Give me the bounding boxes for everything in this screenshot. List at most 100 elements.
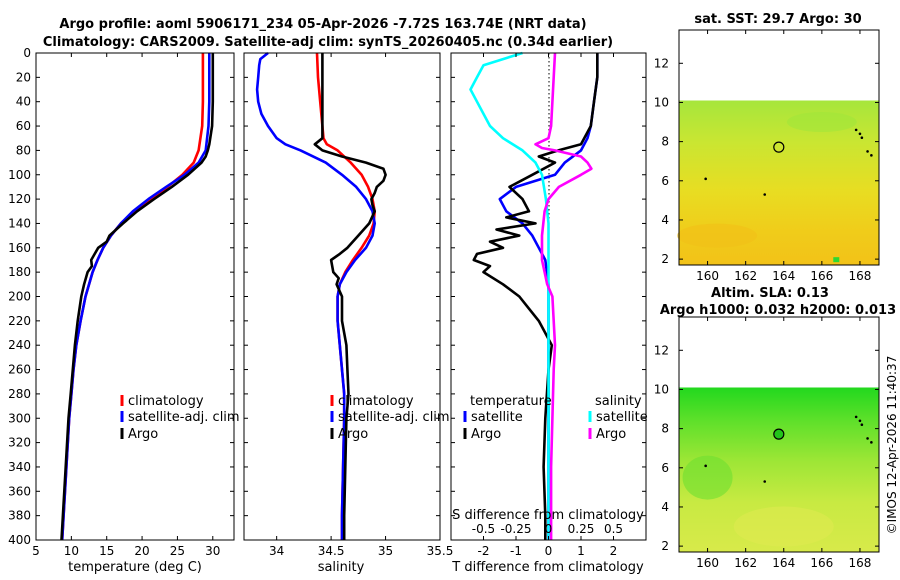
difference-lines	[469, 51, 599, 540]
coast-dot	[866, 437, 869, 440]
x-tick-label: 35	[378, 544, 393, 558]
y-tick-label: 340	[8, 460, 31, 474]
legend-label-satellite-adj: satellite-adj. clim	[338, 410, 450, 425]
x-tick-label: 35.5	[427, 544, 454, 558]
s-tick-label: 0.25	[568, 522, 595, 536]
x-tick-label: 160	[696, 269, 719, 283]
legend-label-t-satellite: satellite	[471, 410, 523, 425]
salinity-legend: climatology satellite-adj. clim Argo	[330, 394, 450, 442]
y-tick-label: 20	[16, 70, 31, 84]
y-tick-label: 360	[8, 484, 31, 498]
coast-dot	[854, 128, 858, 132]
x-tick-label: 34.5	[318, 544, 345, 558]
legend-label-t-argo: Argo	[471, 427, 501, 442]
series-argo	[313, 53, 387, 540]
y-tick-label: 380	[8, 509, 31, 523]
sla-map-title: Altim. SLA: 0.13	[711, 286, 829, 301]
y-tick-label: 320	[8, 436, 31, 450]
y-tick-label: 400	[8, 533, 31, 547]
x-tick-label: 162	[734, 269, 757, 283]
difference-panel: -2 -1 0 1 2 -0.5 -0.25 0 0.25 0.5 T difference fr…	[450, 51, 648, 575]
island-pixel	[833, 257, 840, 263]
y-tick-label: 200	[8, 290, 31, 304]
y-tick-label: 300	[8, 411, 31, 425]
imos-credit: ©IMOS 12-Apr-2026 11:40:37	[885, 356, 899, 535]
legend-label-argo: Argo	[128, 427, 158, 442]
temperature-xlabel: temperature (deg C)	[68, 560, 202, 575]
s-tick-label: 0	[545, 522, 553, 536]
series-salinity-satellite	[469, 51, 550, 540]
sst-map-title: sat. SST: 29.7 Argo: 30	[694, 12, 861, 27]
coast-dot	[763, 480, 767, 483]
legend-label-climatology: climatology	[338, 394, 414, 409]
x-tick-label: 0	[545, 544, 553, 558]
coast-dot	[870, 441, 873, 444]
salinity-difference-legend: salinity satellite Argo	[588, 394, 648, 442]
sla-patch	[682, 455, 733, 500]
y-tick-label: 12	[654, 343, 669, 357]
salinity-xlabel: salinity	[318, 560, 365, 575]
sla-low-patch	[733, 506, 834, 547]
y-tick-label: 80	[16, 143, 31, 157]
x-tick-label: 166	[810, 556, 833, 570]
x-tick-label: 1	[577, 544, 585, 558]
coast-dot	[860, 136, 864, 140]
y-tick-label: 2	[661, 539, 669, 553]
y-tick-label: 260	[8, 363, 31, 377]
coast-dot	[870, 154, 873, 157]
coast-dot	[866, 150, 869, 153]
y-tick-label: 120	[8, 192, 31, 206]
legend-label-satellite-adj: satellite-adj. clim	[128, 410, 240, 425]
argo-position-marker	[773, 141, 785, 153]
legend-label-argo: Argo	[338, 427, 368, 442]
coast-dot	[858, 419, 862, 423]
series-salinity-argo	[534, 52, 593, 540]
x-tick-label: 166	[810, 269, 833, 283]
legend-title-salinity: salinity	[595, 394, 642, 409]
x-tick-label: -2	[478, 544, 490, 558]
x-tick-label: 30	[205, 544, 220, 558]
x-tick-label: 10	[64, 544, 79, 558]
salinity-lines	[255, 51, 387, 540]
y-tick-label: 12	[654, 56, 669, 70]
x-tick-label: 34	[269, 544, 284, 558]
temperature-panel: 0 20 40 60 80 100 120 140 160 180 200 220 240 260 280 3…	[8, 46, 240, 575]
s-tick-label: -0.5	[472, 522, 495, 536]
x-tick-label: 5	[32, 544, 40, 558]
coast-dot	[704, 464, 707, 468]
coast-dot	[854, 415, 858, 419]
legend-label-climatology: climatology	[128, 394, 204, 409]
x-tick-label: 168	[848, 269, 871, 283]
y-tick-label: 220	[8, 314, 31, 328]
y-tick-label: 280	[8, 387, 31, 401]
y-tick-label: 60	[16, 119, 31, 133]
y-tick-label: 8	[661, 135, 669, 149]
sst-map-panel: sat. SST: 29.7 Argo: 30 2 4 6 8 10 12 160 162 16…	[654, 12, 880, 283]
cool-patch	[786, 112, 857, 133]
x-tick-label: 25	[170, 544, 185, 558]
x-tick-label: 164	[772, 269, 795, 283]
y-tick-label: 160	[8, 241, 31, 255]
coast-dot	[860, 423, 864, 427]
y-tick-label: 140	[8, 216, 31, 230]
y-tick-label: 10	[654, 382, 669, 396]
s-tick-label: -0.25	[500, 522, 531, 536]
y-tick-label: 6	[661, 174, 669, 188]
difference-xlabel: T difference from climatology	[451, 560, 644, 575]
x-tick-label: 160	[696, 556, 719, 570]
x-tick-label: 15	[99, 544, 114, 558]
x-tick-label: 20	[134, 544, 149, 558]
y-tick-label: 0	[23, 46, 31, 60]
x-tick-label: 164	[772, 556, 795, 570]
y-tick-label: 100	[8, 168, 31, 182]
series-satellite-adj-clim	[60, 53, 211, 541]
temperature-difference-legend: temperature satellite Argo	[463, 394, 552, 442]
y-tick-label: 4	[661, 500, 669, 514]
sla-map-panel: Altim. SLA: 0.13 Argo h1000: 0.032 h2000…	[654, 286, 896, 570]
legend-label-s-satellite: satellite	[596, 410, 648, 425]
y-tick-label: 2	[661, 252, 669, 266]
sst-map-frame	[678, 29, 880, 266]
temperature-lines	[60, 53, 215, 541]
y-tick-label: 6	[661, 461, 669, 475]
